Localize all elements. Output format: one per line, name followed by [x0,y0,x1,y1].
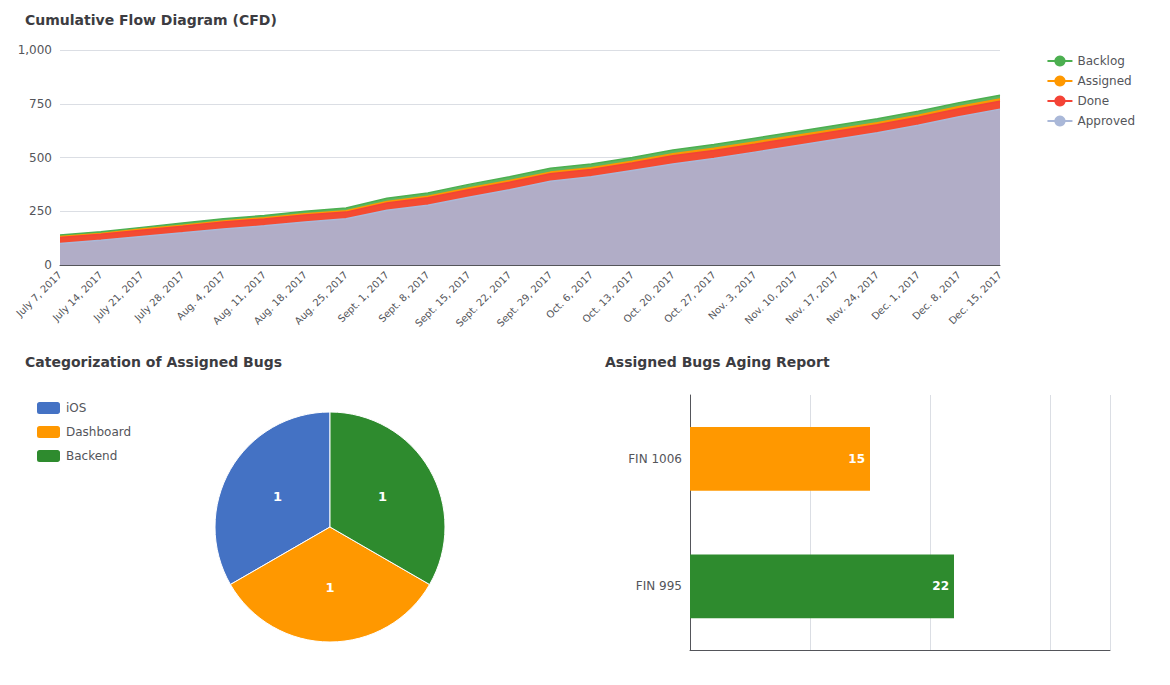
svg-text:750: 750 [29,97,52,111]
svg-text:Assigned Bugs Aging Report: Assigned Bugs Aging Report [605,354,830,370]
svg-text:Aug. 11, 2017: Aug. 11, 2017 [210,269,269,327]
svg-text:Dec. 15, 2017: Dec. 15, 2017 [947,269,1004,326]
svg-text:Cumulative Flow Diagram (CFD): Cumulative Flow Diagram (CFD) [25,12,277,28]
svg-text:Nov. 3, 2017: Nov. 3, 2017 [706,269,759,322]
svg-text:Aug. 4, 2017: Aug. 4, 2017 [174,269,228,323]
svg-text:0: 0 [44,258,52,272]
svg-text:1,000: 1,000 [18,43,52,57]
svg-text:Aug. 18, 2017: Aug. 18, 2017 [251,269,310,327]
svg-text:Oct. 6, 2017: Oct. 6, 2017 [543,269,596,321]
svg-text:500: 500 [29,151,52,165]
svg-text:Sept. 15, 2017: Sept. 15, 2017 [412,269,473,329]
svg-text:Done: Done [1077,94,1109,108]
svg-text:Oct. 27, 2017: Oct. 27, 2017 [661,269,718,325]
svg-text:Dec. 8, 2017: Dec. 8, 2017 [910,269,963,322]
svg-text:Sept. 29, 2017: Sept. 29, 2017 [495,269,555,329]
svg-text:1: 1 [378,489,387,504]
svg-text:Oct. 20, 2017: Oct. 20, 2017 [621,269,677,325]
svg-text:July 14, 2017: July 14, 2017 [50,269,105,324]
svg-text:1: 1 [325,580,334,595]
svg-text:250: 250 [29,204,52,218]
svg-text:July 7, 2017: July 7, 2017 [14,269,64,319]
svg-text:Dec. 1, 2017: Dec. 1, 2017 [869,269,923,322]
svg-text:Aug. 25, 2017: Aug. 25, 2017 [292,269,350,327]
svg-text:Dashboard: Dashboard [66,425,131,439]
svg-text:iOS: iOS [66,401,86,415]
svg-text:Sept. 8, 2017: Sept. 8, 2017 [376,269,432,325]
svg-text:Sept. 1, 2017: Sept. 1, 2017 [335,269,391,325]
svg-text:15: 15 [848,452,865,466]
svg-text:22: 22 [932,579,949,593]
svg-text:Nov. 24, 2017: Nov. 24, 2017 [824,269,882,327]
svg-text:Backlog: Backlog [1077,54,1124,68]
svg-text:July 28, 2017: July 28, 2017 [132,269,187,324]
svg-text:FIN 1006: FIN 1006 [628,452,682,466]
svg-text:Approved: Approved [1077,114,1135,128]
svg-text:Nov. 17, 2017: Nov. 17, 2017 [783,269,841,327]
svg-text:1: 1 [273,489,282,504]
svg-text:Assigned: Assigned [1077,74,1131,88]
svg-text:Nov. 10, 2017: Nov. 10, 2017 [742,269,800,327]
svg-text:Sept. 22, 2017: Sept. 22, 2017 [453,269,514,329]
svg-text:FIN 995: FIN 995 [636,579,682,593]
svg-text:Backend: Backend [66,449,117,463]
svg-text:Oct. 13, 2017: Oct. 13, 2017 [580,269,637,325]
svg-text:Categorization of Assigned Bug: Categorization of Assigned Bugs [25,354,282,370]
svg-text:July 21, 2017: July 21, 2017 [91,269,146,324]
